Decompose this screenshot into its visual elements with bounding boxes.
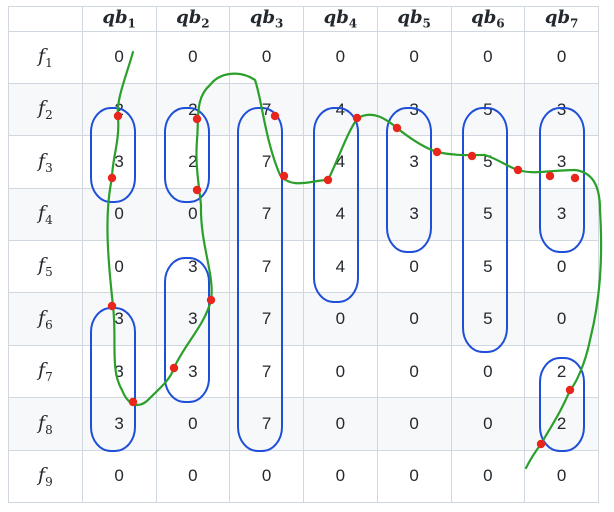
row-label: f9 bbox=[8, 449, 83, 504]
table-cell: 0 bbox=[524, 30, 599, 84]
table-cell: 0 bbox=[450, 30, 526, 84]
table-cell: 7 bbox=[229, 187, 304, 242]
table-cell: 3 bbox=[81, 397, 157, 451]
table-cell: 0 bbox=[81, 187, 157, 242]
table-cell: 0 bbox=[303, 344, 378, 399]
table-cell: 0 bbox=[229, 30, 304, 84]
table-cell: 3 bbox=[81, 135, 157, 189]
row-label: f3 bbox=[8, 135, 83, 189]
table-row: f4 0 0 7 4 3 5 3 bbox=[8, 187, 599, 242]
table-cell: 5 bbox=[450, 187, 526, 242]
column-header: qb2 bbox=[155, 6, 231, 32]
table-cell: 3 bbox=[524, 82, 599, 137]
row-label: f5 bbox=[8, 240, 83, 294]
table-cell: 0 bbox=[303, 397, 378, 451]
table-row: f3 3 2 7 4 3 5 3 bbox=[8, 135, 599, 189]
table-cell: 5 bbox=[450, 240, 526, 294]
table-cell: 0 bbox=[155, 449, 231, 504]
table-cell: 0 bbox=[524, 292, 599, 346]
table-cell: 2 bbox=[524, 397, 599, 451]
table-cell: 3 bbox=[376, 187, 452, 242]
table-row: f9 0 0 0 0 0 0 0 bbox=[8, 449, 599, 504]
table-cell: 3 bbox=[376, 135, 452, 189]
table-cell: 0 bbox=[376, 292, 452, 346]
column-header: qb4 bbox=[303, 6, 378, 32]
data-table: qb1 qb2 qb3 qb4 qb5 qb6 qb7 f1 0 0 0 0 0 0 0 f2 2… bbox=[8, 6, 599, 504]
table-cell: 0 bbox=[303, 449, 378, 504]
table-cell: 3 bbox=[524, 187, 599, 242]
table-cell: 0 bbox=[155, 397, 231, 451]
table-cell: 7 bbox=[229, 240, 304, 294]
table-cell: 0 bbox=[81, 240, 157, 294]
table-cell: 7 bbox=[229, 292, 304, 346]
table-cell: 0 bbox=[155, 187, 231, 242]
table-cell: 7 bbox=[229, 82, 304, 137]
table-cell: 2 bbox=[155, 82, 231, 137]
table-cell: 4 bbox=[303, 135, 378, 189]
table-row: f7 3 3 7 0 0 0 2 bbox=[8, 344, 599, 399]
table-cell: 0 bbox=[524, 240, 599, 294]
table-cell: 0 bbox=[376, 240, 452, 294]
table-cell: 7 bbox=[229, 397, 304, 451]
row-label: f4 bbox=[8, 187, 83, 242]
table-cell: 5 bbox=[450, 292, 526, 346]
table-cell: 3 bbox=[81, 292, 157, 346]
table-cell: 0 bbox=[155, 30, 231, 84]
header-row: qb1 qb2 qb3 qb4 qb5 qb6 qb7 bbox=[8, 6, 599, 32]
table-cell: 0 bbox=[450, 449, 526, 504]
table-row: f1 0 0 0 0 0 0 0 bbox=[8, 30, 599, 84]
table-cell: 2 bbox=[155, 135, 231, 189]
table-cell: 2 bbox=[524, 344, 599, 399]
table-cell: 2 bbox=[81, 82, 157, 137]
row-label: f6 bbox=[8, 292, 83, 346]
row-label: f2 bbox=[8, 82, 83, 137]
table-cell: 0 bbox=[376, 344, 452, 399]
table-cell: 0 bbox=[450, 397, 526, 451]
table-cell: 4 bbox=[303, 82, 378, 137]
table-row: f8 3 0 7 0 0 0 2 bbox=[8, 397, 599, 451]
table-cell: 0 bbox=[376, 30, 452, 84]
table-cell: 0 bbox=[376, 397, 452, 451]
row-label: f1 bbox=[8, 30, 83, 84]
row-label: f7 bbox=[8, 344, 83, 399]
table-cell: 3 bbox=[376, 82, 452, 137]
table-cell: 3 bbox=[81, 344, 157, 399]
table-cell: 3 bbox=[155, 344, 231, 399]
table-cell: 3 bbox=[155, 292, 231, 346]
table-body: f1 0 0 0 0 0 0 0 f2 2 2 7 4 3 5 3 f3 3 2 7 4 3 5 3 f4 0 0 7 4 3 5 3 f5 0 3… bbox=[8, 30, 599, 504]
column-header: qb1 bbox=[81, 6, 157, 32]
column-header: qb3 bbox=[229, 6, 304, 32]
table-cell: 0 bbox=[229, 449, 304, 504]
table-cell: 3 bbox=[155, 240, 231, 294]
table-cell: 7 bbox=[229, 344, 304, 399]
table-cell: 0 bbox=[81, 449, 157, 504]
table-cell: 5 bbox=[450, 135, 526, 189]
column-header: qb6 bbox=[450, 6, 526, 32]
table-cell: 7 bbox=[229, 135, 304, 189]
table-cell: 0 bbox=[81, 30, 157, 84]
table-row: f2 2 2 7 4 3 5 3 bbox=[8, 82, 599, 137]
table-cell: 4 bbox=[303, 240, 378, 294]
table-row: f6 3 3 7 0 0 5 0 bbox=[8, 292, 599, 346]
table-row: f5 0 3 7 4 0 5 0 bbox=[8, 240, 599, 294]
row-label: f8 bbox=[8, 397, 83, 451]
table-cell: 0 bbox=[450, 344, 526, 399]
table-cell: 0 bbox=[376, 449, 452, 504]
table-cell: 0 bbox=[524, 449, 599, 504]
table-cell: 0 bbox=[303, 30, 378, 84]
column-header: qb5 bbox=[376, 6, 452, 32]
column-header: qb7 bbox=[524, 6, 599, 32]
table-cell: 3 bbox=[524, 135, 599, 189]
corner-cell bbox=[8, 6, 83, 32]
table-cell: 5 bbox=[450, 82, 526, 137]
table-cell: 4 bbox=[303, 187, 378, 242]
table-cell: 0 bbox=[303, 292, 378, 346]
